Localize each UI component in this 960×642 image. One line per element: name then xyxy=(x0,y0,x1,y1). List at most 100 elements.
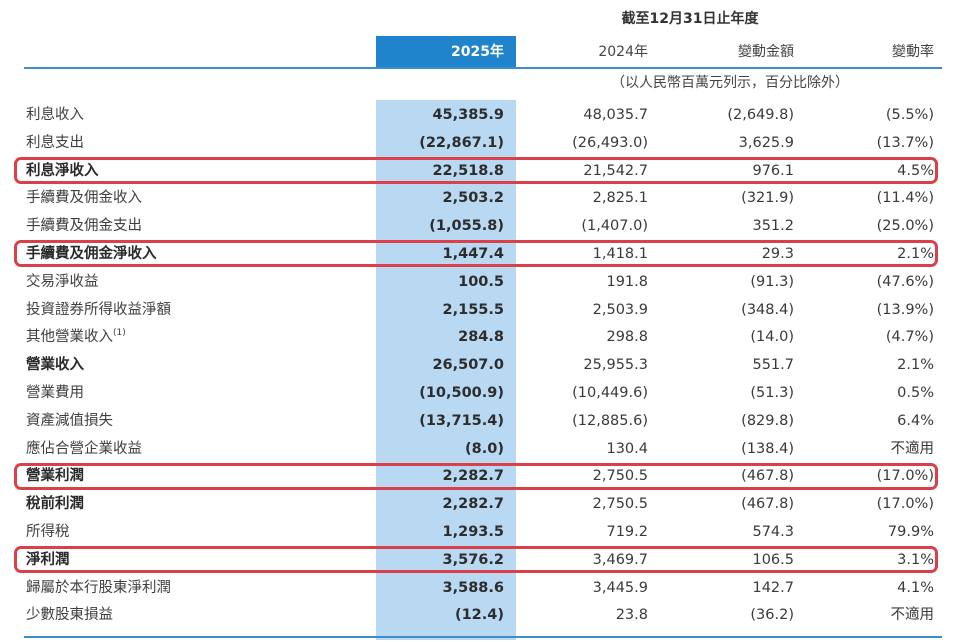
value-2025: (22,867.1) xyxy=(419,134,504,151)
value-change: (321.9) xyxy=(741,190,794,207)
value-change: 142.7 xyxy=(752,579,794,596)
row-label: 手續費及佣金支出 xyxy=(26,218,142,235)
value-2025: 22,518.8 xyxy=(432,162,504,179)
value-change: (138.4) xyxy=(741,440,794,457)
period-header: 截至12月31日止年度 xyxy=(621,11,759,27)
value-2025: (13,715.4) xyxy=(419,412,504,429)
value-2024: (12,885.6) xyxy=(572,412,648,429)
header-rule xyxy=(24,67,942,69)
value-2024: 23.8 xyxy=(615,607,648,624)
table-row: 營業收入 26,507.0 25,955.3 551.7 2.1% xyxy=(0,352,960,380)
value-rate: 不適用 xyxy=(890,607,935,624)
footer-rule xyxy=(24,636,942,638)
value-change: (14.0) xyxy=(750,329,794,346)
value-2024: 2,750.5 xyxy=(592,468,648,485)
row-label: 應佔合營企業收益 xyxy=(26,440,142,457)
row-label: 投資證券所得收益淨額 xyxy=(26,301,171,318)
value-2025: 2,282.7 xyxy=(442,496,504,513)
table-row: 利息淨收入 22,518.8 21,542.7 976.1 4.5% xyxy=(0,158,960,186)
value-2025: 2,155.5 xyxy=(442,301,504,318)
table-row: 少數股東損益 (12.4) 23.8 (36.2) 不適用 xyxy=(0,602,960,630)
value-2024: 21,542.7 xyxy=(583,162,648,179)
table-row: 營業利潤 2,282.7 2,750.5 (467.8) (17.0%) xyxy=(0,463,960,491)
value-change: (36.2) xyxy=(750,607,794,624)
value-2024: 3,469.7 xyxy=(592,551,648,568)
value-change: (467.8) xyxy=(741,496,794,513)
table-row: 資產減值損失 (13,715.4) (12,885.6) (829.8) 6.4… xyxy=(0,408,960,436)
value-2025: 2,503.2 xyxy=(442,190,504,207)
column-header-change: 變動金額 xyxy=(738,44,794,60)
value-rate: 0.5% xyxy=(897,384,934,401)
value-rate: (13.9%) xyxy=(876,301,934,318)
table-row: 歸屬於本行股東淨利潤 3,588.6 3,445.9 142.7 4.1% xyxy=(0,575,960,603)
value-2024: 2,503.9 xyxy=(592,301,648,318)
value-2025: 1,447.4 xyxy=(442,245,504,262)
value-2024: 298.8 xyxy=(606,329,648,346)
value-2024: (10,449.6) xyxy=(572,384,648,401)
row-label: 其他營業收入(1) xyxy=(26,324,126,352)
table-row: 所得稅 1,293.5 719.2 574.3 79.9% xyxy=(0,519,960,547)
value-change: 3,625.9 xyxy=(738,134,794,151)
value-2024: 719.2 xyxy=(606,523,648,540)
row-label: 營業收入 xyxy=(26,357,84,374)
table-row: 淨利潤 3,576.2 3,469.7 106.5 3.1% xyxy=(0,547,960,575)
value-rate: 4.5% xyxy=(897,162,934,179)
value-rate: (17.0%) xyxy=(876,496,934,513)
value-change: (91.3) xyxy=(750,273,794,290)
row-label-text: 其他營業收入 xyxy=(26,329,113,346)
table-row: 投資證券所得收益淨額 2,155.5 2,503.9 (348.4) (13.9… xyxy=(0,297,960,325)
table-row: 交易淨收益 100.5 191.8 (91.3) (47.6%) xyxy=(0,269,960,297)
row-label: 淨利潤 xyxy=(26,551,70,568)
row-label: 利息收入 xyxy=(26,107,84,123)
value-rate: (17.0%) xyxy=(876,468,934,485)
column-header-rate: 變動率 xyxy=(892,44,934,60)
value-rate: 4.1% xyxy=(897,579,934,596)
value-2025: (8.0) xyxy=(465,440,504,457)
row-label: 所得稅 xyxy=(26,523,70,540)
row-label: 手續費及佣金收入 xyxy=(26,190,142,207)
value-rate: 2.1% xyxy=(897,357,934,374)
value-2024: 130.4 xyxy=(606,440,648,457)
unit-note: （以人民幣百萬元列示，百分比除外） xyxy=(611,75,849,91)
table-row: 手續費及佣金收入 2,503.2 2,825.1 (321.9) (11.4%) xyxy=(0,185,960,213)
value-2025: (1,055.8) xyxy=(429,218,504,235)
value-2025: 45,385.9 xyxy=(432,107,504,123)
value-change: (2,649.8) xyxy=(727,107,794,123)
value-change: (829.8) xyxy=(741,412,794,429)
value-rate: (5.5%) xyxy=(885,107,934,123)
table-row: 稅前利潤 2,282.7 2,750.5 (467.8) (17.0%) xyxy=(0,491,960,519)
value-2025: 3,588.6 xyxy=(442,579,504,596)
value-2024: 25,955.3 xyxy=(583,357,648,374)
value-change: 29.3 xyxy=(761,245,794,262)
income-table: 利息收入 45,385.9 48,035.7 (2,649.8) (5.5%) … xyxy=(0,102,960,630)
value-2025: 2,282.7 xyxy=(442,468,504,485)
table-row: 應佔合營企業收益 (8.0) 130.4 (138.4) 不適用 xyxy=(0,436,960,464)
value-rate: 79.9% xyxy=(887,523,934,540)
value-change: (348.4) xyxy=(741,301,794,318)
table-row: 利息收入 45,385.9 48,035.7 (2,649.8) (5.5%) xyxy=(0,102,960,130)
row-label: 稅前利潤 xyxy=(26,496,84,513)
value-change: 574.3 xyxy=(752,523,794,540)
row-label: 營業費用 xyxy=(26,384,84,401)
value-rate: (47.6%) xyxy=(876,273,934,290)
value-change: 976.1 xyxy=(752,162,794,179)
value-2025: 100.5 xyxy=(458,273,504,290)
row-label: 利息淨收入 xyxy=(26,162,99,179)
row-label: 營業利潤 xyxy=(26,468,84,485)
value-rate: (11.4%) xyxy=(876,190,934,207)
column-header-2024: 2024年 xyxy=(598,44,648,60)
current-year-column-highlight xyxy=(376,100,516,640)
value-change: 551.7 xyxy=(752,357,794,374)
value-2025: (12.4) xyxy=(454,607,504,624)
row-label: 少數股東損益 xyxy=(26,607,113,624)
value-rate: 6.4% xyxy=(897,412,934,429)
value-rate: 不適用 xyxy=(890,440,935,457)
value-change: (467.8) xyxy=(741,468,794,485)
value-2025: 284.8 xyxy=(458,329,504,346)
row-label: 利息支出 xyxy=(26,134,84,151)
value-2024: 1,418.1 xyxy=(592,245,648,262)
value-2024: 191.8 xyxy=(606,273,648,290)
footnote-marker: (1) xyxy=(113,328,126,339)
value-rate: (13.7%) xyxy=(876,134,934,151)
value-change: 106.5 xyxy=(752,551,794,568)
